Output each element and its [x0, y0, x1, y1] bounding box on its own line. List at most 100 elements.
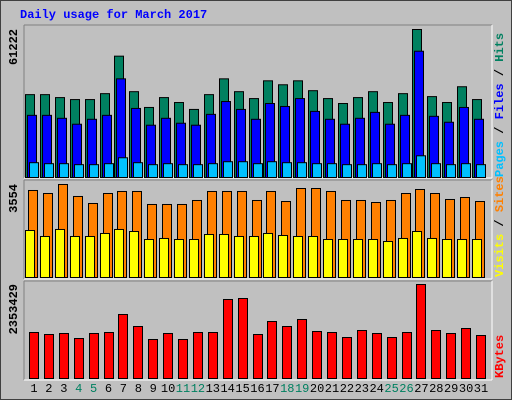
bar [163, 333, 173, 379]
x-tick-label: 25 [384, 382, 398, 396]
bar [387, 337, 397, 380]
bar [133, 326, 143, 380]
x-tick-label: 18 [280, 382, 294, 396]
x-tick-label: 9 [150, 382, 157, 396]
bar [238, 298, 248, 379]
bar [70, 235, 80, 279]
legend-separator: / [493, 212, 507, 234]
bar [104, 332, 114, 380]
bar [327, 332, 337, 380]
x-tick-label: 4 [75, 382, 82, 396]
x-tick-label: 22 [340, 382, 354, 396]
x-tick-label: 23 [355, 382, 369, 396]
x-tick-label: 5 [90, 382, 97, 396]
bar [144, 239, 154, 278]
bar [308, 235, 318, 279]
bar [267, 321, 277, 380]
bar [263, 232, 273, 278]
bar [253, 334, 263, 380]
x-tick-label: 16 [250, 382, 264, 396]
bar [353, 239, 363, 278]
bar [118, 314, 128, 379]
bar [427, 237, 437, 278]
bar [148, 339, 158, 379]
bar [204, 234, 214, 278]
bar [368, 239, 378, 278]
x-tick-label: 14 [220, 382, 234, 396]
bar [461, 163, 471, 179]
bar [402, 163, 412, 179]
bar [44, 334, 54, 380]
x-tick-label: 1 [30, 382, 37, 396]
bar [312, 331, 322, 379]
x-tick-label: 10 [161, 382, 175, 396]
bar [342, 337, 352, 380]
legend: KBytes [493, 335, 507, 378]
bar [29, 332, 39, 380]
bar [59, 163, 69, 179]
bar [118, 157, 128, 178]
x-tick-label: 26 [399, 382, 413, 396]
legend-entry: Sites [493, 176, 507, 212]
bar [372, 163, 382, 179]
bar [223, 299, 233, 379]
bar [85, 235, 95, 279]
bar [327, 163, 337, 179]
x-tick-label: 20 [310, 382, 324, 396]
x-tick-label: 7 [120, 382, 127, 396]
bar [193, 164, 203, 179]
y-tick-label: 2353429 [7, 284, 21, 334]
x-tick-label: 13 [206, 382, 220, 396]
bar [416, 284, 426, 379]
legend: Visits / Sites [493, 176, 507, 277]
bar [178, 164, 188, 179]
x-tick-label: 17 [265, 382, 279, 396]
bar [104, 163, 114, 179]
x-tick-label: 11 [176, 382, 190, 396]
bar [148, 164, 158, 179]
bar [372, 333, 382, 379]
bar [174, 239, 184, 278]
bar [238, 161, 248, 179]
bar [472, 239, 482, 278]
bar [133, 162, 143, 179]
bar [278, 235, 288, 278]
legend-entry: Pages [493, 141, 507, 177]
bar [208, 163, 218, 179]
bar [40, 235, 50, 279]
bar [442, 239, 452, 278]
bar [249, 235, 259, 279]
legend-entry: KBytes [493, 335, 507, 378]
x-tick-label: 31 [474, 382, 488, 396]
bar [74, 338, 84, 379]
bar [29, 162, 39, 179]
bar [74, 164, 84, 179]
x-tick-label: 24 [369, 382, 383, 396]
x-tick-label: 27 [414, 382, 428, 396]
bar [44, 163, 54, 179]
bar [476, 164, 486, 179]
bar [416, 155, 426, 178]
bar [219, 234, 229, 278]
bar [297, 162, 307, 179]
bar [338, 239, 348, 278]
bar [159, 237, 169, 278]
x-tick-label: 12 [191, 382, 205, 396]
bar [129, 230, 139, 279]
legend-separator: / [493, 62, 507, 84]
bar [457, 239, 467, 278]
legend-entry: Files [493, 83, 507, 119]
bar [114, 228, 124, 278]
bar [234, 235, 244, 279]
bar [312, 163, 322, 179]
bar [357, 164, 367, 179]
x-tick-label: 6 [105, 382, 112, 396]
bar [208, 332, 218, 380]
bar [189, 239, 199, 278]
bar [431, 330, 441, 379]
bar [446, 333, 456, 379]
x-tick-label: 30 [459, 382, 473, 396]
bar [476, 335, 486, 379]
bar [193, 332, 203, 380]
